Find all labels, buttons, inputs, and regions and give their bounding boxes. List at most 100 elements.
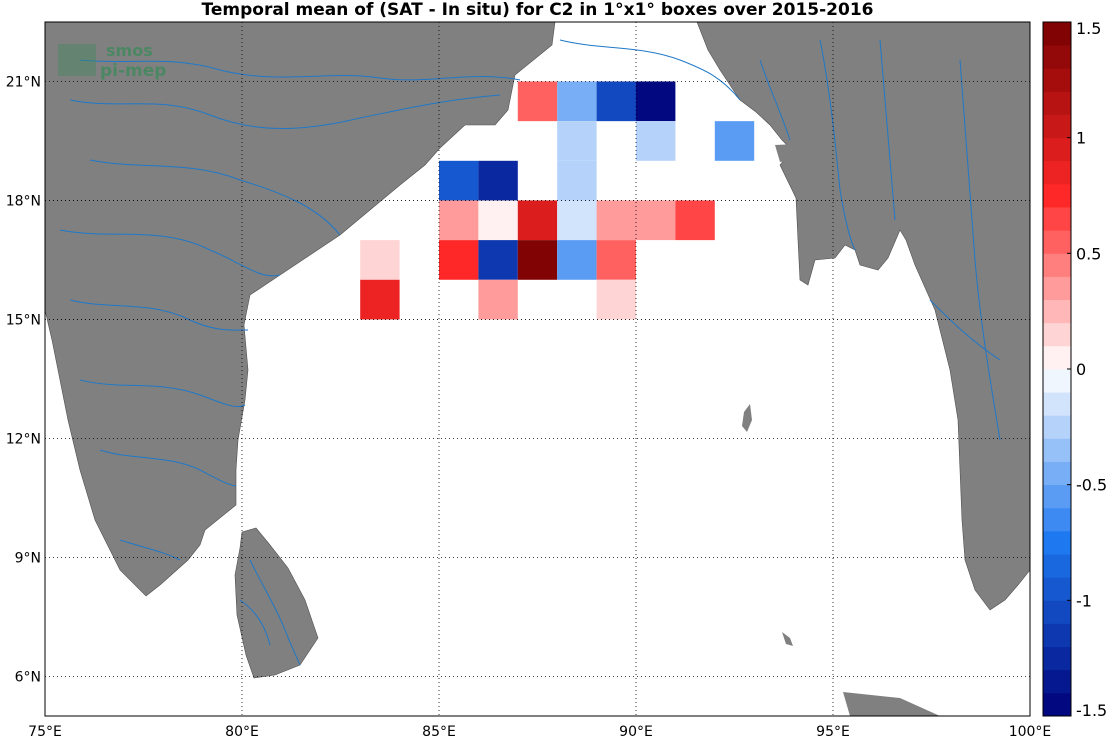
land-island-4 (775, 144, 796, 162)
land-india (45, 22, 556, 597)
colorbar-swatch (1043, 137, 1071, 162)
colorbar-swatch (1043, 507, 1071, 532)
land-sri-lanka (234, 527, 319, 679)
river (559, 39, 741, 101)
heatmap-cell (636, 121, 676, 161)
x-tick-label: 95°E (816, 724, 850, 739)
watermark-line1: smos (106, 41, 153, 60)
x-tick-label: 100°E (1009, 724, 1052, 739)
heatmap-cell (557, 160, 597, 201)
river (249, 559, 301, 666)
land-east (696, 22, 1030, 611)
x-tick-label: 85°E (422, 724, 456, 739)
heatmap-cell (517, 240, 558, 280)
heatmap-cell (596, 200, 636, 241)
river (89, 159, 341, 236)
river (69, 299, 249, 331)
colorbar-swatch (1043, 415, 1071, 439)
colorbar-swatch (1043, 68, 1071, 92)
river (759, 59, 791, 141)
heatmap-cell (675, 200, 715, 241)
y-tick-label: 18°N (6, 193, 41, 209)
heatmap-cell (636, 200, 676, 241)
y-tick-label: 21°N (6, 74, 41, 90)
heatmap-cell (596, 81, 636, 122)
heatmap-cell (596, 279, 636, 320)
colorbar-swatch (1043, 692, 1071, 717)
heatmap-cell (557, 81, 597, 122)
heatmap-cell (517, 81, 558, 122)
rivers-layer (59, 39, 1001, 666)
heatmap-cell (360, 279, 400, 320)
colorbar (1042, 21, 1072, 717)
heatmap-cell (517, 200, 558, 241)
watermark-icon (58, 44, 96, 76)
colorbar-swatch (1043, 438, 1071, 462)
land-layer (45, 22, 1030, 716)
colorbar-swatch (1043, 114, 1071, 139)
heatmap-cell (557, 121, 597, 161)
x-axis-ticks: 75°E 80°E 85°E 90°E 95°E 100°E (28, 724, 1051, 739)
colorbar-swatch (1043, 623, 1071, 647)
colorbar-swatch (1043, 207, 1071, 231)
land-island-2 (782, 632, 793, 646)
land-island-1 (742, 404, 752, 432)
colorbar-swatch (1043, 461, 1071, 486)
colorbar-swatch (1043, 230, 1071, 254)
colorbar-tick-label: 1 (1076, 129, 1086, 148)
colorbar-swatch (1043, 484, 1071, 509)
colorbar-tick-label: 0.5 (1076, 244, 1101, 263)
colorbar-tick-label: -1 (1076, 591, 1092, 610)
colorbar-swatch (1043, 577, 1071, 601)
river (879, 39, 896, 221)
river (929, 299, 1001, 361)
x-tick-label: 90°E (619, 724, 653, 739)
river (119, 539, 181, 561)
heatmap-cell (557, 200, 597, 241)
x-tick-label: 75°E (28, 724, 62, 739)
colorbar-tick-label: -1.5 (1076, 701, 1107, 720)
heatmap-cell (557, 240, 597, 280)
colorbar-ticks: 1.5 1 0.5 0 -0.5 -1 -1.5 (1067, 19, 1107, 720)
colorbar-swatch (1043, 299, 1071, 324)
heatmap-cell (596, 240, 636, 280)
heatmap-cell (478, 240, 518, 280)
heatmap-cell (439, 240, 479, 280)
heatmap-cells (360, 81, 755, 320)
x-tick-label: 80°E (225, 724, 259, 739)
heatmap-cell (636, 81, 676, 122)
river (99, 449, 237, 487)
watermark-logo: smos pi-mep (58, 41, 166, 81)
heatmap-cell (439, 160, 479, 201)
y-tick-label: 9°N (15, 550, 41, 566)
heatmap-cell (360, 240, 400, 280)
colorbar-swatch (1043, 22, 1071, 46)
river (69, 94, 501, 129)
watermark-line2: pi-mep (100, 61, 166, 81)
colorbar-swatch (1043, 160, 1071, 185)
river (959, 59, 1001, 441)
colorbar-swatch (1043, 554, 1071, 578)
river (819, 39, 856, 251)
river (79, 379, 246, 408)
river (79, 59, 521, 81)
land-island-3 (843, 692, 940, 716)
colorbar-swatch (1043, 45, 1071, 69)
y-tick-label: 6°N (15, 669, 41, 685)
plot-frame (44, 21, 1031, 717)
colorbar-swatch (1043, 183, 1071, 208)
y-axis-ticks: 6°N 9°N 12°N 15°N 18°N 21°N (6, 74, 41, 685)
y-tick-label: 15°N (6, 312, 41, 328)
colorbar-swatch (1043, 530, 1071, 555)
colorbar-swatch (1043, 369, 1071, 393)
colorbar-swatch (1043, 322, 1071, 347)
y-tick-label: 12°N (6, 431, 41, 447)
colorbar-swatch (1043, 253, 1071, 277)
colorbar-tick-label: -0.5 (1076, 476, 1107, 495)
gridlines (45, 22, 1030, 716)
heatmap-cell (714, 121, 755, 161)
colorbar-swatch (1043, 600, 1071, 624)
colorbar-swatch (1043, 345, 1071, 370)
colorbar-swatch (1043, 91, 1071, 115)
